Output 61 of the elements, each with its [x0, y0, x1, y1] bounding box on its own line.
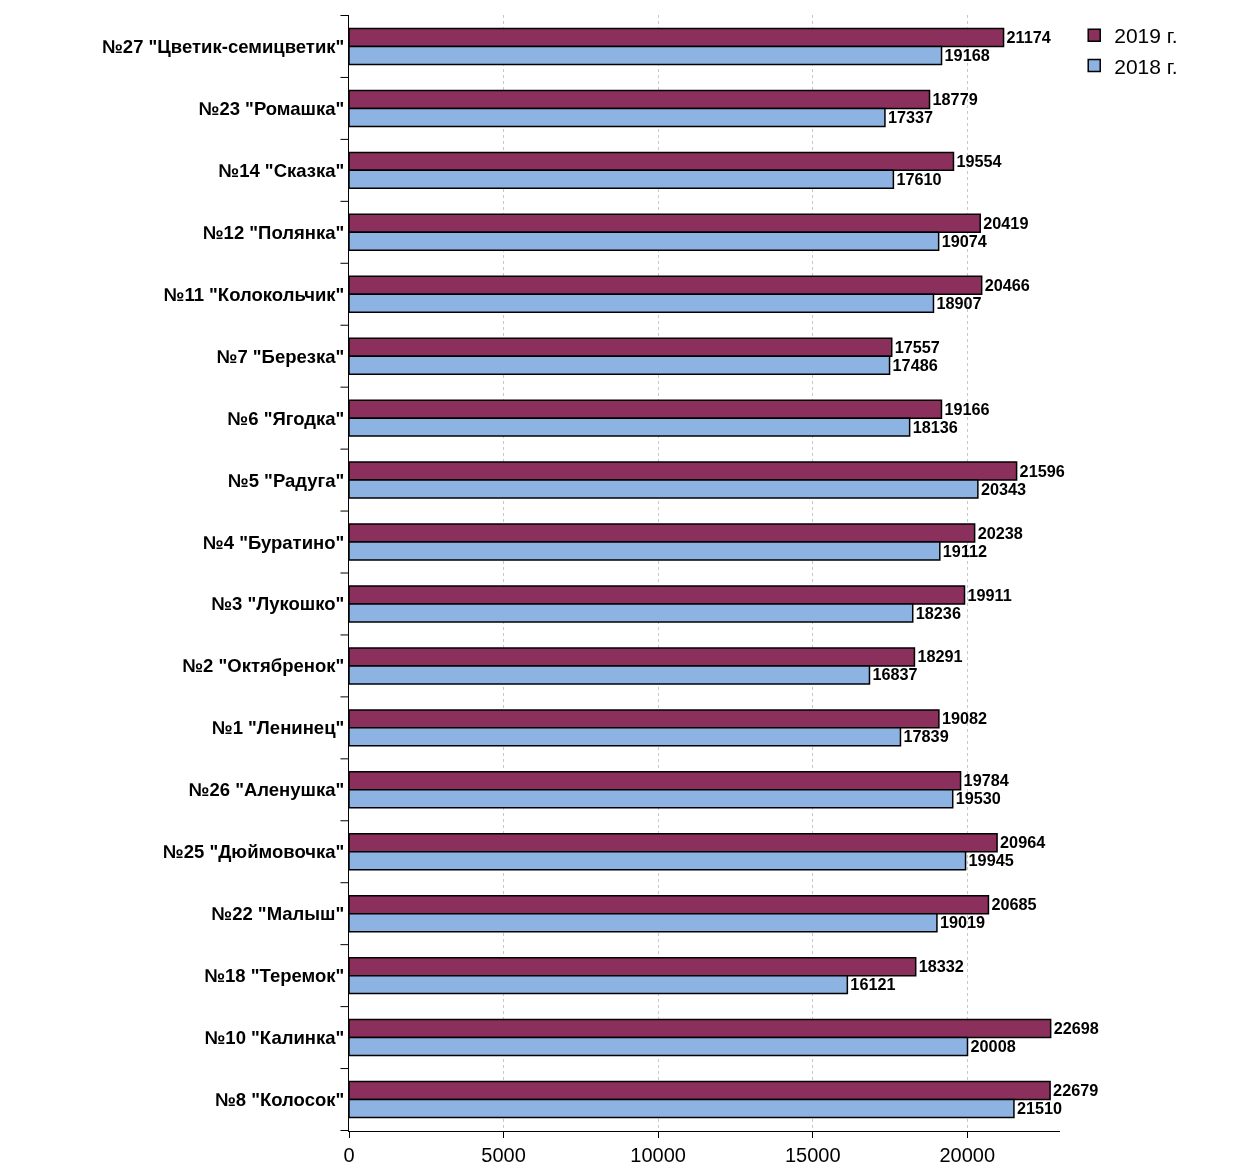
data-label: 20008 [970, 1037, 1016, 1056]
data-label: 19074 [941, 231, 987, 250]
data-label: 19082 [941, 709, 988, 728]
y-tick-label: №26 "Аленушка" [188, 779, 345, 801]
data-label: 21174 [1006, 28, 1051, 47]
data-label: 17557 [894, 337, 940, 356]
data-label: 19945 [968, 851, 1014, 870]
data-label: 20964 [1000, 833, 1046, 852]
y-tick-label: №27 "Цветик-семицветик" [102, 35, 345, 57]
y-tick-label: №5 "Радуга" [228, 469, 345, 491]
data-label: 19530 [955, 789, 1001, 808]
data-label: 18136 [912, 417, 958, 436]
y-tick-label: №18 "Теремок" [204, 965, 345, 987]
data-label: 17839 [903, 727, 949, 746]
data-label: 19019 [939, 913, 986, 932]
data-label: 19168 [944, 46, 990, 65]
y-tick-label: №4 "Буратино" [203, 531, 345, 553]
data-label: 20419 [983, 213, 1029, 232]
data-label: 21596 [1019, 461, 1065, 480]
data-label: 19554 [956, 151, 1002, 170]
y-tick-label: №10 "Калинка" [204, 1027, 345, 1049]
data-label: 19112 [942, 541, 988, 560]
y-tick-label: №25 "Дюймовочка" [163, 841, 345, 863]
data-label: 18779 [932, 90, 978, 108]
y-tick-label: №6 "Ягодка" [227, 407, 345, 429]
data-label: 20343 [980, 479, 1027, 498]
data-label: 21510 [1016, 1099, 1063, 1118]
x-tick-label: 20000 [939, 1144, 996, 1166]
y-tick-label: №1 "Ленинец" [212, 717, 345, 739]
data-label: 19166 [944, 399, 990, 418]
data-label: 20238 [977, 523, 1023, 542]
data-label: 17610 [896, 169, 942, 188]
data-label: 18907 [936, 293, 982, 312]
y-tick-label: №8 "Колосок" [215, 1089, 345, 1111]
data-label: 16837 [872, 665, 918, 684]
data-label: 19784 [963, 771, 1009, 790]
data-label: 17486 [892, 355, 938, 374]
data-label: 18332 [918, 957, 964, 976]
data-label: 22698 [1053, 1019, 1099, 1038]
y-tick-label: №7 "Березка" [216, 345, 345, 367]
y-tick-label: №22 "Малыш" [211, 903, 345, 925]
y-tick-label: №14 "Сказка" [218, 159, 345, 181]
data-label: 19911 [967, 585, 1012, 604]
x-tick-label: 10000 [630, 1144, 686, 1166]
data-label: 18236 [915, 603, 961, 622]
x-tick-label: 0 [343, 1144, 355, 1166]
y-tick-label: №3 "Лукошко" [211, 593, 345, 615]
data-label: 20466 [984, 275, 1030, 294]
x-tick-label: 5000 [481, 1144, 526, 1166]
x-tick-label: 15000 [784, 1144, 841, 1166]
data-label: 17337 [887, 107, 934, 126]
y-tick-label: №11 "Колокольчик" [163, 283, 345, 305]
y-tick-label: №12 "Полянка" [203, 221, 345, 243]
data-label: 18291 [917, 647, 963, 666]
legend-label: 2018 г. [1114, 54, 1178, 78]
y-tick-label: №2 "Октябренок" [182, 655, 345, 677]
data-label: 22679 [1053, 1081, 1099, 1100]
data-label: 20685 [991, 895, 1037, 914]
data-label: 16121 [850, 975, 896, 994]
legend-label: 2019 г. [1114, 24, 1178, 48]
y-tick-label: №23 "Ромашка" [198, 97, 345, 119]
